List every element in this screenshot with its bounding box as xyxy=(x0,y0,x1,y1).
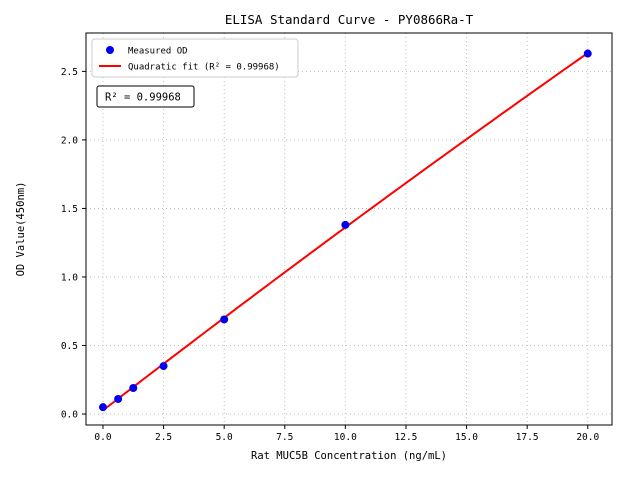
x-tick-label: 2.5 xyxy=(155,432,172,443)
x-tick-label: 20.0 xyxy=(576,432,599,443)
legend: Measured OD Quadratic fit (R² = 0.99968) xyxy=(91,38,299,78)
data-points xyxy=(98,49,592,412)
data-point xyxy=(98,403,107,412)
r-squared-text: R² = 0.99968 xyxy=(105,92,181,104)
data-point xyxy=(114,394,123,403)
legend-label-measured-od: Measured OD xyxy=(128,47,188,57)
r-squared-annotation: R² = 0.99968 xyxy=(96,85,195,108)
r-squared-box xyxy=(96,85,195,108)
axis-ticks: 0.0 2.5 5.0 7.5 10.0 12.5 15.0 17.5 20.0 0.0 0.5 1.… xyxy=(61,67,600,443)
data-point xyxy=(583,49,592,58)
x-axis-label: Rat MUC5B Concentration (ng/mL) xyxy=(251,450,447,462)
x-tick-label: 12.5 xyxy=(395,432,418,443)
axes-box xyxy=(85,32,613,426)
y-tick-label: 2.5 xyxy=(61,67,78,78)
y-tick-label: 1.5 xyxy=(61,204,78,215)
legend-marker-dot xyxy=(106,46,114,54)
data-point xyxy=(220,315,229,324)
y-tick-label: 0.5 xyxy=(61,341,78,352)
x-tick-label: 0.0 xyxy=(94,432,111,443)
x-tick-label: 10.0 xyxy=(334,432,357,443)
legend-box xyxy=(91,38,299,78)
y-tick-label: 0.0 xyxy=(61,410,78,421)
y-tick-label: 1.0 xyxy=(61,272,78,283)
x-tick-label: 7.5 xyxy=(276,432,293,443)
grid-lines xyxy=(86,33,612,425)
x-tick-label: 15.0 xyxy=(455,432,478,443)
data-point xyxy=(129,383,138,392)
legend-label-quadratic-fit: Quadratic fit (R² = 0.99968) xyxy=(128,63,280,73)
y-tick-label: 2.0 xyxy=(61,135,78,146)
x-tick-label: 5.0 xyxy=(216,432,233,443)
x-tick-label: 17.5 xyxy=(516,432,539,443)
data-point xyxy=(159,362,168,371)
data-point xyxy=(341,220,350,229)
chart-title: ELISA Standard Curve - PY0866Ra-T xyxy=(225,12,474,27)
y-axis-label: OD Value(450nm) xyxy=(15,182,27,277)
axes-spines xyxy=(85,32,613,426)
